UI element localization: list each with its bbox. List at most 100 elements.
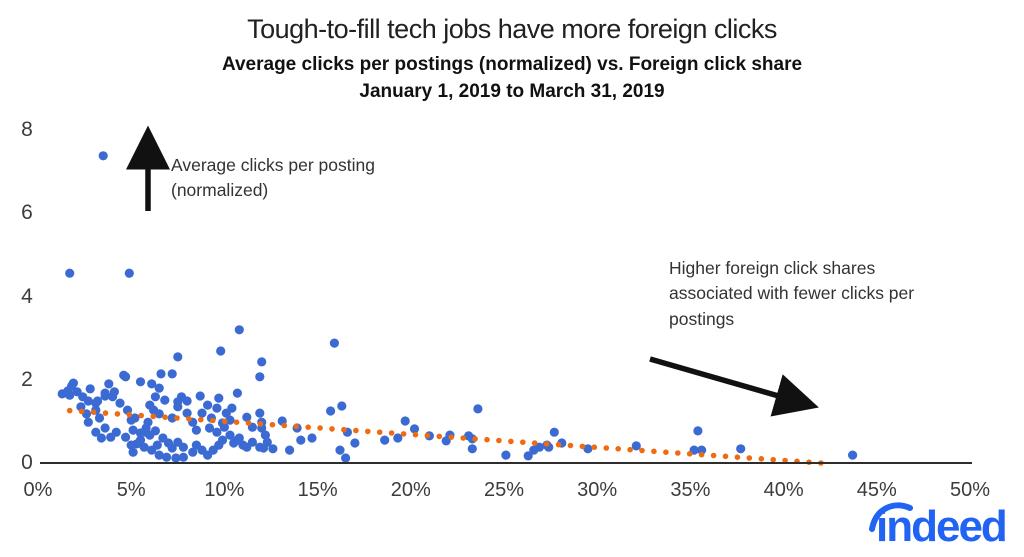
trend-dot — [78, 408, 85, 415]
x-tick-label: 0% — [23, 479, 53, 501]
data-point — [154, 450, 164, 460]
trend-dot — [102, 410, 109, 416]
x-tick-label: 50% — [949, 479, 991, 501]
trend-dot — [317, 425, 323, 431]
data-point — [130, 413, 140, 423]
trend-dot — [126, 411, 133, 418]
data-point — [212, 403, 222, 413]
data-point — [848, 450, 858, 460]
indeed-logo-arc-icon — [869, 502, 913, 532]
trend-dot — [245, 420, 252, 426]
data-point — [167, 369, 177, 379]
data-point — [216, 346, 226, 356]
data-point — [268, 444, 278, 454]
y-tick-label: 8 — [21, 118, 33, 141]
data-point — [350, 438, 360, 448]
data-point — [124, 268, 134, 278]
trend-dot — [579, 443, 586, 450]
data-point — [128, 425, 138, 435]
data-point — [156, 369, 166, 379]
data-point — [326, 406, 336, 416]
trend-dot — [543, 441, 550, 447]
trend-dot — [257, 421, 264, 427]
data-point — [232, 388, 242, 398]
trend-dot — [496, 437, 502, 444]
data-point — [162, 452, 172, 462]
x-tick-label: 45% — [856, 479, 897, 501]
down-right-arrow-icon — [649, 356, 819, 417]
data-point — [242, 412, 252, 422]
chart-title: Tough-to-fill tech jobs have more foreig… — [247, 14, 777, 44]
data-point — [191, 425, 201, 435]
data-point — [141, 423, 151, 433]
trend-dot — [484, 436, 490, 443]
indeed-logo: indeed — [876, 502, 1008, 551]
data-point — [182, 396, 192, 406]
x-tick-label: 10% — [204, 479, 245, 501]
trend-dot — [376, 429, 383, 436]
trend-dot — [651, 448, 657, 455]
data-point — [225, 430, 235, 440]
data-point — [57, 389, 67, 399]
data-point — [173, 352, 183, 362]
data-point — [195, 391, 205, 401]
data-point — [380, 435, 390, 445]
data-point — [132, 439, 142, 449]
data-point — [335, 445, 345, 455]
trend-dot — [400, 431, 407, 437]
trend-dot — [412, 431, 419, 438]
data-point — [188, 447, 198, 457]
data-point — [154, 383, 164, 393]
data-point — [227, 403, 237, 413]
trend-dot — [341, 426, 347, 433]
x-tick-label: 35% — [670, 479, 711, 501]
data-point — [135, 377, 146, 387]
data-point — [255, 372, 265, 382]
trend-dot — [162, 414, 168, 421]
data-point — [337, 401, 347, 411]
data-point — [145, 400, 155, 410]
data-point — [91, 427, 101, 437]
trend-dot — [710, 452, 717, 459]
data-point — [128, 447, 138, 457]
data-point — [296, 435, 306, 445]
trend-dot — [782, 457, 788, 464]
data-point — [65, 268, 75, 278]
data-point — [697, 445, 707, 455]
data-point — [85, 384, 95, 394]
data-point — [257, 357, 267, 367]
x-tick-label: 25% — [483, 479, 525, 501]
trend-dot — [746, 455, 753, 461]
trend-annotation: Higher foreign click shares associated w… — [669, 258, 915, 329]
data-point — [152, 440, 162, 450]
data-point — [219, 422, 229, 432]
data-point — [96, 433, 106, 443]
data-point — [400, 416, 410, 426]
data-point — [121, 432, 131, 442]
trend-dot — [138, 412, 144, 419]
data-point — [100, 423, 110, 433]
data-point — [150, 392, 160, 402]
trend-dot — [770, 456, 776, 463]
trend-dot — [305, 424, 312, 431]
trend-dot — [698, 451, 705, 458]
trend-dot — [627, 446, 633, 453]
data-point — [409, 424, 420, 434]
trend-dot — [758, 456, 765, 462]
data-point — [104, 379, 114, 389]
data-point — [139, 442, 149, 452]
data-point — [72, 387, 82, 397]
trend-dot — [460, 435, 467, 441]
data-point — [523, 451, 533, 461]
data-point — [549, 427, 559, 437]
trend-dot — [198, 416, 204, 423]
chart-date-range: January 1, 2019 to March 31, 2019 — [359, 81, 665, 102]
data-point — [147, 379, 157, 389]
data-point — [212, 427, 222, 437]
trend-dot — [174, 415, 180, 421]
data-point — [111, 427, 121, 437]
x-tick-label: 20% — [390, 479, 431, 501]
data-point — [178, 442, 188, 452]
